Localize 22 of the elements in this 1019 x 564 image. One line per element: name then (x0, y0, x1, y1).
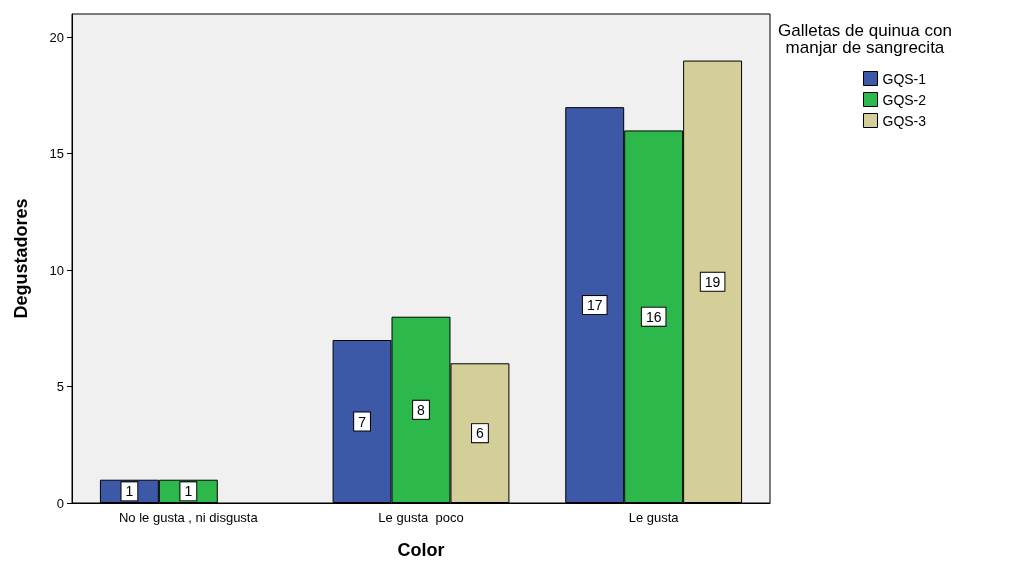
legend-label: GQS-1 (882, 70, 927, 87)
x-axis-title: Color (397, 540, 445, 560)
x-tick-label: Le gusta (628, 510, 680, 525)
data-label: 8 (417, 401, 426, 418)
y-tick-label: 20 (49, 29, 64, 45)
y-tick-label: 0 (56, 495, 64, 511)
y-tick-label: 10 (49, 262, 64, 278)
data-label: 19 (704, 273, 721, 290)
x-tick-label: No le gusta , ni disgusta (118, 510, 259, 525)
y-tick-label: 5 (56, 379, 64, 395)
data-label: 1 (184, 483, 193, 500)
y-axis-title: Degustadores (11, 198, 31, 319)
data-label: 17 (586, 297, 603, 314)
data-label: 7 (358, 413, 367, 430)
data-label: 1 (125, 483, 134, 500)
y-tick-label: 15 (49, 146, 64, 162)
legend-label: GQS-3 (882, 112, 927, 129)
data-label: 6 (476, 425, 485, 442)
x-tick-label: Le gusta poco (378, 510, 464, 525)
data-label: 16 (645, 308, 662, 325)
legend-title: Galletas de quinua con manjar de sangrecita (778, 21, 952, 57)
legend-label: GQS-2 (882, 91, 927, 108)
